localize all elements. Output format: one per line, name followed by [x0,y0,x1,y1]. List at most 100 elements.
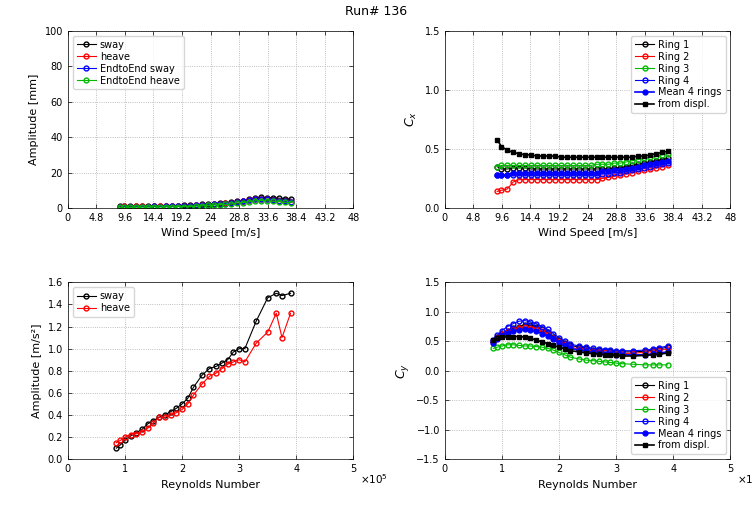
sway [272,290,281,296]
Ring 3 [503,163,512,169]
Line: Ring 4: Ring 4 [491,318,670,353]
Mean 4 rings [610,167,619,173]
Ring 1 [509,165,518,171]
Ring 4 [617,348,626,354]
Ring 1 [610,165,619,171]
Ring 2 [629,350,638,356]
EndtoEnd sway [179,203,188,209]
sway [227,199,236,205]
Ring 1 [616,165,625,171]
sway [132,430,141,436]
sway [155,203,164,209]
Mean 4 rings [489,340,498,346]
heave [257,196,266,202]
Ring 4 [549,330,558,336]
from displ. [526,152,535,158]
Ring 2 [586,176,595,183]
sway [116,203,125,209]
sway [172,405,181,411]
Mean 4 rings [554,340,563,346]
EndtoEnd heave [239,200,248,206]
sway [205,365,214,372]
Ring 4 [589,345,598,351]
from displ. [509,150,518,156]
from displ. [582,350,591,356]
Ring 3 [520,343,529,349]
heave [275,198,284,204]
Ring 4 [520,172,529,178]
sway [116,442,125,448]
Ring 2 [509,326,518,332]
heave [251,197,260,203]
Ring 3 [649,362,658,368]
EndtoEnd heave [138,204,147,210]
Ring 1 [606,348,615,354]
Ring 1 [543,329,552,335]
sway [126,203,135,209]
sway [286,196,295,202]
heave [179,203,188,209]
heave [191,202,200,208]
Ring 1 [645,159,654,165]
Text: $\times 10^5$: $\times 10^5$ [737,473,753,486]
Ring 2 [654,347,663,353]
from displ. [514,333,523,340]
heave [229,359,238,365]
Ring 4 [639,165,648,171]
Ring 4 [640,347,649,353]
Ring 4 [566,341,575,347]
sway [111,445,120,452]
Ring 2 [595,349,604,355]
from displ. [606,352,615,359]
Mean 4 rings [498,333,507,339]
from displ. [526,335,535,342]
Ring 4 [595,346,604,352]
Mean 4 rings [663,349,672,355]
Mean 4 rings [543,333,552,339]
Ring 2 [560,341,569,347]
sway [189,384,198,391]
Ring 4 [622,168,631,174]
sway [235,346,244,352]
Ring 3 [556,163,566,169]
Mean 4 rings [598,168,607,174]
heave [286,310,295,316]
Ring 3 [595,358,604,364]
Ring 1 [497,166,506,172]
EndtoEnd sway [132,204,141,210]
heave [263,197,272,203]
Mean 4 rings [532,328,541,334]
heave [245,197,254,203]
Ring 4 [657,161,666,167]
Mean 4 rings [560,343,569,349]
Ring 2 [526,325,535,331]
sway [120,203,129,209]
EndtoEnd heave [209,202,218,208]
EndtoEnd sway [185,203,194,209]
Ring 1 [582,345,591,351]
heave [132,431,141,437]
sway [197,201,206,207]
heave [116,203,125,209]
Ring 4 [560,338,569,344]
heave [277,334,286,341]
Line: Mean 4 rings: Mean 4 rings [491,327,670,357]
Ring 1 [586,166,595,172]
Ring 1 [600,348,609,354]
Ring 4 [582,344,591,350]
Ring 4 [600,346,609,352]
EndtoEnd heave [227,201,236,207]
Ring 1 [663,344,672,350]
sway [197,372,206,378]
from displ. [560,346,569,352]
from displ. [629,353,638,359]
heave [132,203,141,209]
Line: Ring 1: Ring 1 [495,156,670,171]
EndtoEnd heave [251,198,260,204]
Ring 1 [532,166,541,172]
heave [126,432,135,438]
Ring 4 [492,332,501,338]
Ring 1 [509,325,518,331]
EndtoEnd sway [251,197,260,203]
Ring 4 [544,172,553,178]
